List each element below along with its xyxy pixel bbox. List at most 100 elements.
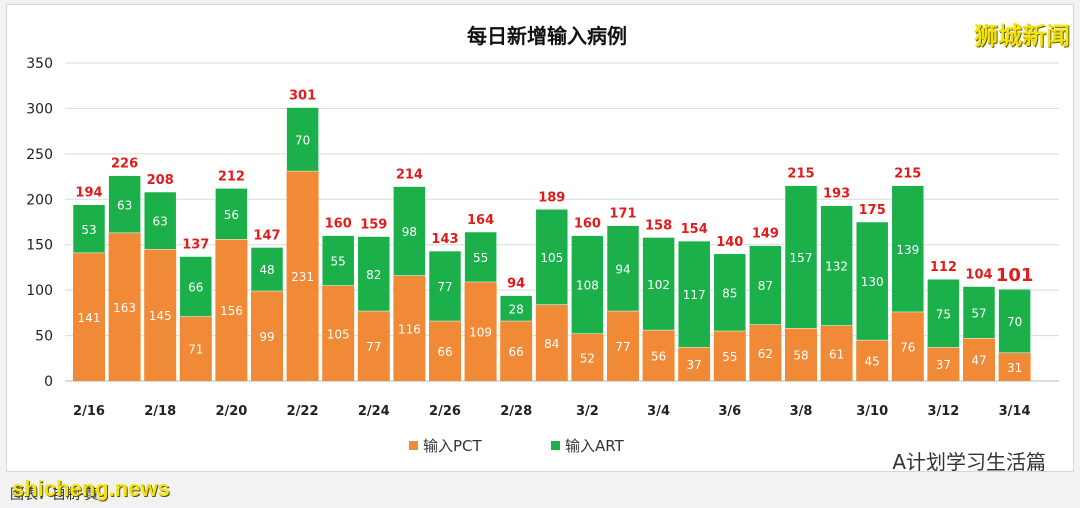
data-label-art: 66: [188, 281, 203, 295]
data-label-total: 101: [996, 265, 1034, 286]
y-tick-label: 100: [26, 283, 53, 299]
data-label-pct: 99: [259, 330, 274, 344]
legend-label-pct: 输入PCT: [423, 437, 483, 455]
data-label-art: 157: [790, 251, 813, 265]
bar-art: [998, 288, 1031, 354]
data-label-pct: 71: [188, 343, 203, 357]
data-label-pct: 58: [793, 349, 808, 363]
bar-art: [321, 235, 355, 286]
legend-label-art: 输入ART: [565, 437, 625, 455]
data-label-pct: 145: [149, 309, 172, 323]
x-tick-label: 2/28: [500, 404, 532, 419]
bar-pct: [286, 171, 319, 381]
data-label-pct: 141: [78, 311, 101, 325]
data-label-total: 104: [965, 268, 992, 283]
data-label-total: 212: [218, 169, 245, 184]
data-label-art: 94: [615, 262, 630, 276]
bar-pct: [429, 321, 461, 381]
x-tick-label: 2/24: [358, 404, 390, 419]
data-label-art: 70: [295, 133, 310, 147]
data-label-pct: 66: [509, 345, 524, 359]
data-label-pct: 109: [469, 325, 492, 339]
bar-pct: [927, 347, 960, 381]
bar-pct: [322, 285, 355, 381]
data-label-art: 55: [473, 251, 488, 265]
bar-pct: [571, 333, 604, 381]
bar-art: [499, 295, 533, 322]
x-tick-label: 2/20: [215, 404, 247, 419]
chart-title: 每日新增输入病例: [467, 24, 627, 48]
data-label-art: 108: [576, 279, 599, 293]
data-label-total: 194: [75, 186, 102, 201]
x-tick-label: 3/14: [999, 404, 1031, 419]
watermark-bottom-right: A计划学习生活篇: [892, 450, 1046, 474]
bar-art: [642, 237, 675, 331]
data-label-total: 137: [182, 238, 209, 253]
data-label-pct: 76: [900, 340, 915, 354]
y-tick-label: 250: [26, 147, 53, 163]
data-label-art: 55: [331, 255, 346, 269]
x-tick-label: 2/22: [287, 404, 319, 419]
data-label-pct: 62: [758, 347, 773, 361]
data-label-art: 117: [683, 288, 706, 302]
y-tick-label: 200: [26, 192, 53, 208]
legend-swatch-pct: [409, 441, 418, 450]
data-label-pct: 77: [615, 340, 630, 354]
x-tick-label: 2/18: [144, 404, 176, 419]
bar-pct: [713, 331, 746, 381]
x-tick-label: 2/26: [429, 404, 461, 419]
data-label-art: 28: [509, 302, 524, 316]
y-tick-label: 50: [35, 329, 53, 345]
data-label-total: 215: [894, 167, 921, 182]
x-tick-label: 3/8: [790, 404, 813, 419]
data-label-art: 57: [971, 306, 986, 320]
bar-art: [215, 188, 248, 240]
bar-art: [357, 236, 391, 312]
bar-art: [820, 205, 853, 326]
data-label-pct: 45: [865, 355, 880, 369]
x-axis: 2/16 2/18 2/20 2/22 2/24 2/26 2/28 3/2 3/4 3/6 3/8…: [73, 404, 1030, 419]
bar-pct: [678, 347, 711, 381]
data-label-pct: 47: [971, 354, 986, 368]
bar-pct: [179, 316, 212, 381]
bar-pct: [393, 275, 426, 381]
data-label-art: 48: [259, 263, 274, 277]
bar-art: [677, 240, 711, 348]
bar-pct: [251, 291, 283, 381]
watermark-bottom-left: shicheng.news: [12, 476, 170, 501]
data-label-pct: 31: [1007, 361, 1022, 375]
legend-swatch-art: [551, 441, 560, 450]
bar-pct: [73, 252, 105, 381]
bar-art: [143, 191, 177, 250]
y-tick-label: 0: [44, 374, 53, 390]
data-label-art: 56: [224, 208, 239, 222]
data-label-pct: 66: [437, 345, 452, 359]
bar-pct: [749, 324, 782, 381]
bar-pct: [535, 304, 568, 381]
bar-art: [535, 209, 569, 305]
data-label-total: 147: [253, 228, 280, 243]
bar-art: [891, 185, 925, 313]
bar-pct: [464, 281, 497, 381]
data-label-pct: 163: [113, 301, 136, 315]
data-label-pct: 156: [220, 304, 243, 318]
data-label-total: 214: [396, 168, 423, 183]
bars: 141 53 194 163 63 226 145 63 208 71 66 137 156 56 212 9…: [72, 89, 1034, 381]
data-label-art: 98: [402, 225, 417, 239]
bar-pct: [607, 311, 639, 381]
data-label-art: 82: [366, 268, 381, 282]
data-label-art: 63: [153, 215, 168, 229]
bar-art: [250, 247, 284, 292]
y-tick-label: 300: [26, 101, 53, 117]
data-label-art: 139: [896, 243, 919, 257]
data-label-total: 143: [431, 232, 458, 247]
data-label-pct: 61: [829, 347, 844, 361]
data-label-total: 301: [289, 89, 316, 104]
bar-pct: [820, 325, 853, 381]
data-label-pct: 231: [291, 270, 314, 284]
data-label-art: 105: [540, 251, 563, 265]
data-label-total: 140: [716, 235, 743, 250]
y-tick-label: 150: [26, 238, 53, 254]
bar-pct: [785, 328, 817, 381]
